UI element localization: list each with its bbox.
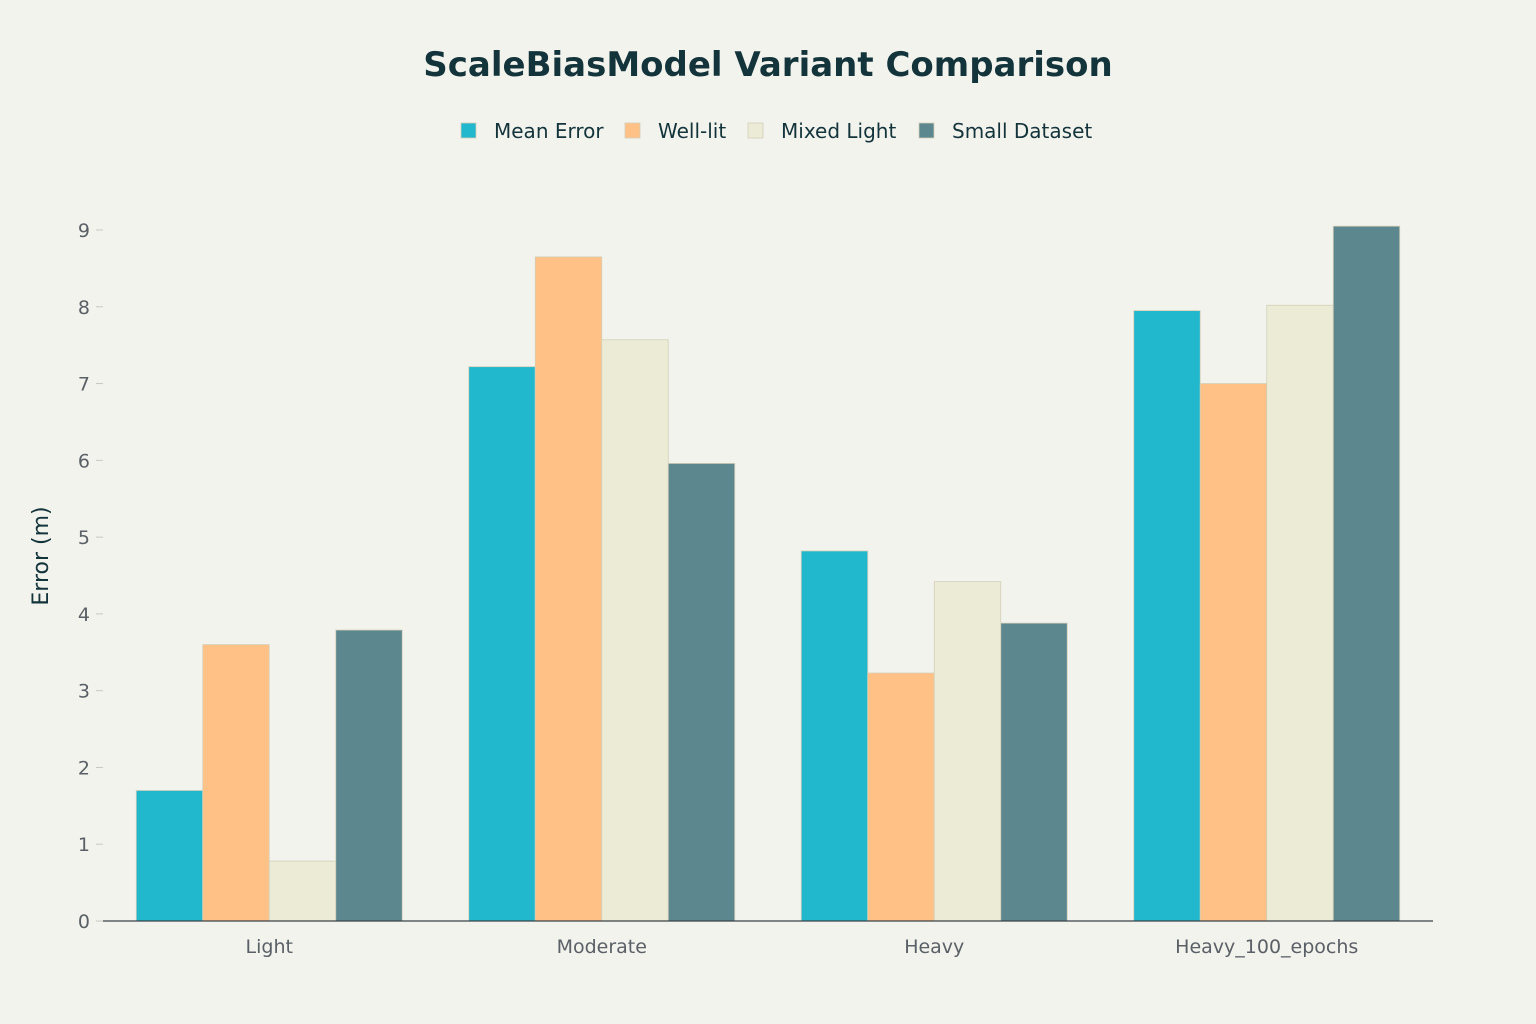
bar-mixed-light-moderate: [601, 339, 669, 922]
y-tick-label: 8: [78, 297, 90, 319]
bar-well-lit-heavy: [867, 672, 935, 922]
y-tick-label: 7: [78, 374, 90, 396]
legend-item: Mixed Light: [747, 119, 896, 143]
bar-mean-error-heavy_100_epochs: [1133, 310, 1201, 922]
y-tick-label: 2: [78, 757, 90, 779]
bar-well-lit-light: [202, 644, 270, 922]
y-tick-label: 4: [78, 604, 90, 626]
legend-swatch: [460, 122, 477, 139]
x-tick-label: Heavy: [904, 936, 964, 958]
x-axis: Light Moderate Heavy Heavy_100_epochs: [103, 920, 1433, 958]
bar-small-dataset-heavy: [1000, 622, 1068, 922]
bar-mean-error-moderate: [468, 366, 536, 922]
legend-swatch: [624, 122, 641, 139]
y-tick-label: 9: [78, 220, 90, 242]
y-tick-label: 1: [78, 834, 90, 856]
bar-small-dataset-moderate: [667, 463, 736, 922]
bar-mixed-light-heavy: [933, 581, 1002, 922]
legend-item: Well-lit: [624, 119, 726, 143]
legend-swatch: [918, 122, 935, 139]
bar-mixed-light-light: [268, 860, 337, 922]
bar-small-dataset-heavy_100_epochs: [1332, 225, 1401, 922]
x-tick-label: Heavy_100_epochs: [1175, 936, 1358, 958]
legend-swatch: [747, 122, 764, 139]
x-tick-label: Light: [246, 936, 293, 958]
bar-mixed-light-heavy_100_epochs: [1266, 304, 1334, 922]
legend-item: Mean Error: [460, 119, 604, 143]
bars: [135, 225, 1401, 922]
bar-small-dataset-light: [335, 629, 403, 922]
y-tick-label: 5: [78, 527, 90, 549]
chart-title: ScaleBiasModel Variant Comparison: [423, 45, 1112, 85]
x-tick-label: Moderate: [557, 936, 647, 958]
legend: Mean Error Well-lit Mixed Light Small Datas…: [460, 119, 1092, 143]
y-axis-title: Error (m): [29, 506, 54, 605]
bar-mean-error-light: [135, 790, 204, 922]
bar-well-lit-heavy_100_epochs: [1199, 383, 1268, 922]
y-tick-label: 6: [78, 450, 90, 472]
legend-label: Small Dataset: [952, 119, 1092, 143]
legend-label: Mixed Light: [781, 119, 896, 143]
legend-label: Mean Error: [494, 119, 604, 143]
y-axis: 0 1 2 3 4 5 6 7 8 9: [78, 220, 103, 933]
y-tick-label: 0: [78, 911, 90, 933]
legend-label: Well-lit: [658, 119, 726, 143]
legend-item: Small Dataset: [918, 119, 1092, 143]
bar-mean-error-heavy: [800, 550, 869, 922]
y-tick-label: 3: [78, 681, 90, 703]
bar-well-lit-moderate: [534, 256, 603, 922]
